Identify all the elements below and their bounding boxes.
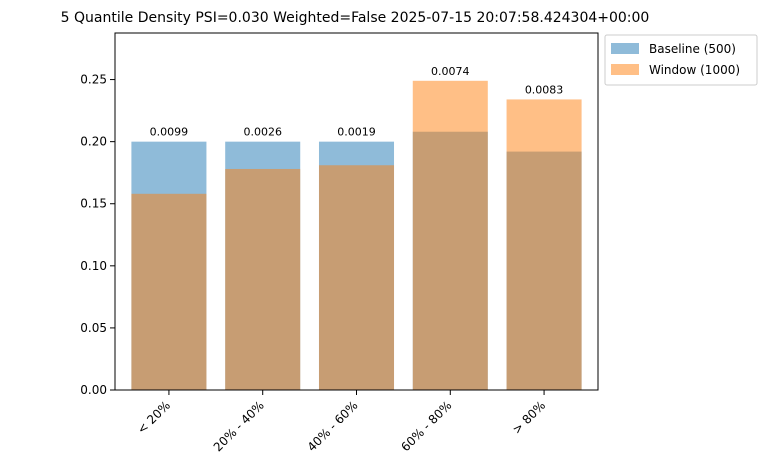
y-tick-label-0-00: 0.00 [80,383,107,397]
bar-window-2 [225,168,301,390]
legend-swatch-window [611,64,639,75]
bar-window-4 [412,80,488,391]
legend-box [604,34,758,86]
legend-label-baseline: Baseline (500) [649,42,736,56]
bar-label-5: 0.0083 [525,83,564,96]
x-tick-label-4: 60% - 80% [398,398,454,454]
plot-area: 0.0099 0.0026 0.0019 0.0074 0.0083 0.00 0.05 0.… [80,32,599,454]
bar-label-4: 0.0074 [431,65,470,78]
bar-window-3 [318,165,395,390]
y-tick-label-0-10: 0.10 [80,259,107,273]
bar-label-1: 0.0099 [150,126,189,139]
bar-window-1 [131,193,207,390]
chart-title: 5 Quantile Density PSI=0.030 Weighted=Fa… [61,10,650,26]
y-tick-label-0-20: 0.20 [80,135,107,149]
bar-window-5 [506,99,582,390]
x-tick-label-5: > 80% [510,398,549,437]
y-tick-label-0-25: 0.25 [80,73,107,87]
y-tick-label-0-05: 0.05 [80,321,107,335]
x-tick-label-3: 40% - 60% [305,398,361,454]
y-tick-label-0-15: 0.15 [80,197,107,211]
bar-label-3: 0.0019 [337,126,376,139]
x-tick-label-1: < 20% [134,398,173,437]
legend: Baseline (500) Window (1000) [604,34,758,86]
legend-swatch-baseline [611,43,639,54]
bar-label-2: 0.0026 [243,126,282,139]
legend-label-window: Window (1000) [649,63,740,77]
x-tick-label-2: 20% - 40% [211,398,267,454]
